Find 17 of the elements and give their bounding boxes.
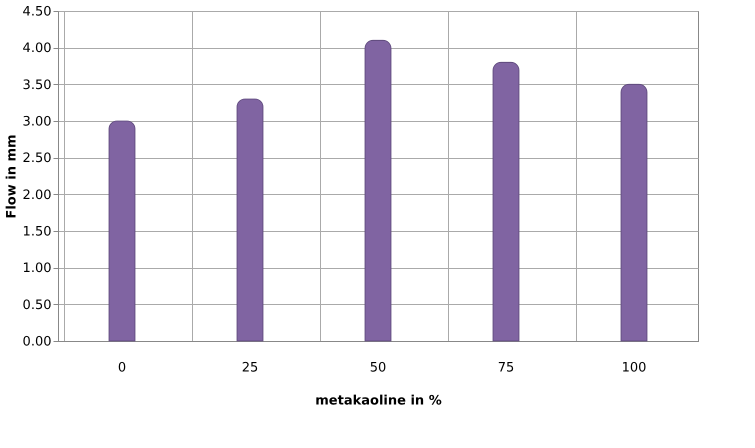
x-axis-title: metakaoline in % bbox=[315, 394, 442, 408]
x-tick-label: 50 bbox=[370, 360, 386, 376]
x-tick-label: 25 bbox=[242, 360, 258, 376]
x-tick-label: 75 bbox=[498, 360, 514, 376]
y-tick-label: 1.50 bbox=[22, 224, 52, 240]
x-tick-label: 0 bbox=[118, 360, 126, 376]
y-tick-label: 3.50 bbox=[22, 78, 52, 93]
y-tick-label: 4.00 bbox=[22, 41, 52, 56]
y-tick-label: 0.50 bbox=[22, 298, 52, 313]
y-tick-label: 4.50 bbox=[22, 4, 52, 20]
y-tick-label: 1.00 bbox=[22, 261, 52, 276]
y-tick-label: 2.00 bbox=[22, 188, 52, 203]
x-tick-label: 100 bbox=[622, 360, 646, 376]
y-tick-label: 0.00 bbox=[22, 334, 52, 350]
y-tick-label: 2.50 bbox=[22, 151, 52, 166]
y-axis-title: Flow in mm bbox=[4, 134, 20, 219]
y-tick-label: 3.00 bbox=[22, 114, 52, 130]
